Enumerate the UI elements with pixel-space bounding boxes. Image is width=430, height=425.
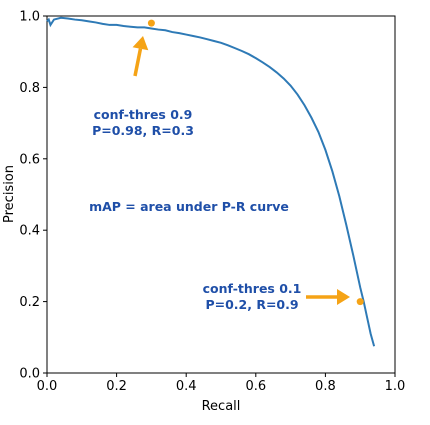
highlight-points [147, 19, 364, 306]
y-tick-label: 0.4 [19, 224, 40, 239]
x-tick-label: 0.8 [315, 379, 336, 394]
x-axis-ticks: 0.0 0.2 0.4 0.6 0.8 1.0 [37, 373, 406, 394]
x-tick-label: 0.4 [176, 379, 197, 394]
annotation-text: conf-thres 0.9 [94, 107, 193, 122]
y-tick-label: 1.0 [19, 10, 40, 25]
y-tick-label: 0.2 [19, 295, 40, 310]
annotation-text: P=0.98, R=0.3 [92, 123, 194, 138]
y-tick-label: 0.6 [19, 152, 40, 167]
pr-curve-line [46, 16, 376, 347]
x-axis-label: Recall [202, 399, 241, 414]
y-axis-ticks: 0.0 0.2 0.4 0.6 0.8 1.0 [19, 10, 47, 382]
annotation-arrows [132, 36, 350, 305]
annotations: conf-thres 0.9P=0.98, R=0.3 mAP = area un… [89, 107, 301, 312]
highlight-point [147, 19, 155, 27]
highlight-point [356, 298, 364, 306]
annotation-text: conf-thres 0.1 [203, 281, 302, 296]
y-tick-label: 0.8 [19, 81, 40, 96]
x-tick-label: 0.2 [106, 379, 127, 394]
annotation-text: mAP = area under P-R curve [89, 199, 289, 214]
y-tick-label: 0.0 [19, 367, 40, 382]
annotation-text: P=0.2, R=0.9 [205, 297, 298, 312]
arrow-head [132, 36, 149, 51]
y-axis-label: Precision [2, 165, 17, 223]
x-tick-label: 0.6 [245, 379, 266, 394]
x-tick-label: 0.0 [37, 379, 58, 394]
arrow-head [337, 289, 350, 305]
plot-frame [46, 15, 396, 374]
x-tick-label: 1.0 [385, 379, 406, 394]
arrow-shaft [133, 48, 143, 77]
